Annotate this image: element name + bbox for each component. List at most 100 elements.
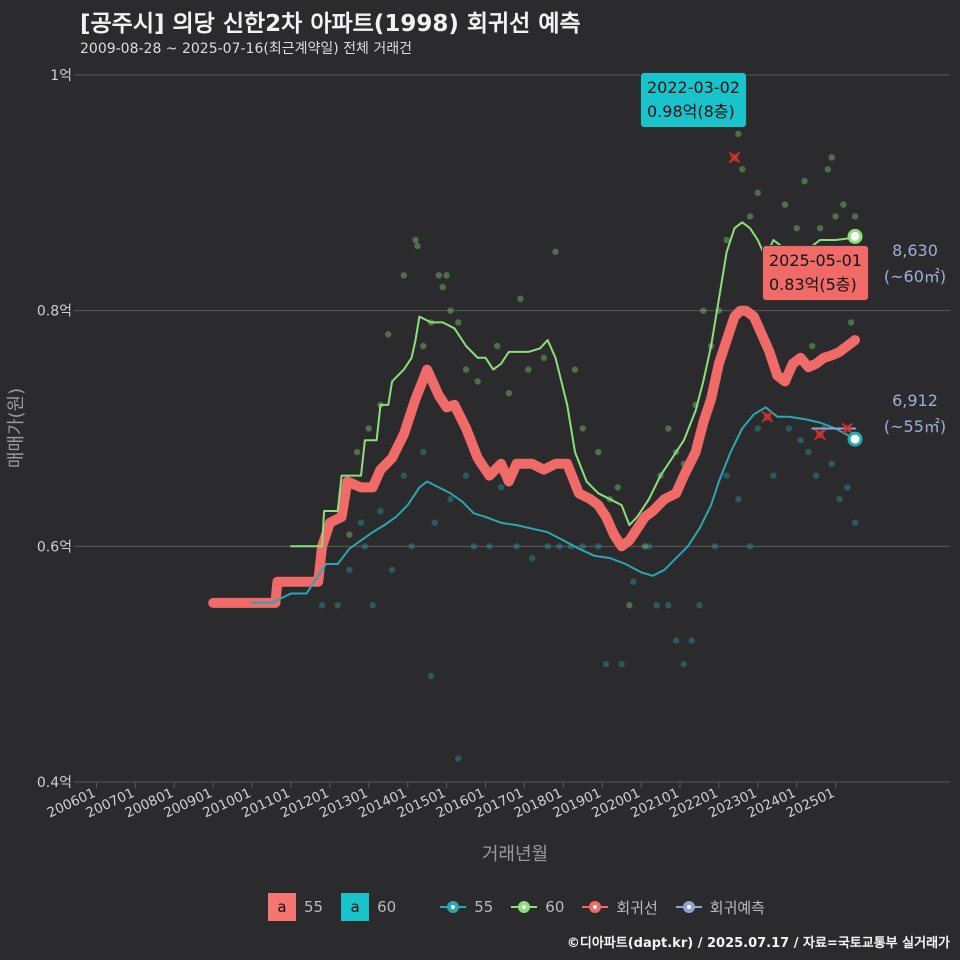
end-label-55: 6,912 (~55㎡) bbox=[882, 388, 948, 440]
scatter-point-55 bbox=[486, 543, 493, 550]
scatter-point-60 bbox=[828, 154, 835, 161]
chart-subtitle: 2009-08-28 ~ 2025-07-16(최근계약일) 전체 거래건 bbox=[80, 41, 412, 57]
cancelled-trade-x bbox=[841, 422, 853, 435]
footer-credit: ©디아파트(dapt.kr) / 2025.07.17 / 자료=국토교통부 실… bbox=[566, 936, 950, 951]
scatter-point-60 bbox=[832, 213, 839, 220]
scatter-point-55 bbox=[770, 472, 777, 479]
end-label-60-area: (~60㎡) bbox=[883, 267, 947, 286]
latest-price-date: 2025-05-01 bbox=[769, 251, 862, 270]
scatter-point-60 bbox=[571, 366, 579, 373]
scatter-point-55 bbox=[579, 543, 586, 550]
scatter-point-60 bbox=[385, 331, 392, 338]
x-axis-title: 거래년월 bbox=[482, 844, 548, 865]
scatter-point-55 bbox=[754, 425, 761, 432]
cancelled-trade-x bbox=[814, 428, 826, 441]
scatter-point-55 bbox=[711, 543, 719, 550]
series-line-55 bbox=[251, 406, 856, 604]
legend-box-55: a 55 bbox=[268, 893, 323, 921]
marker-layer bbox=[728, 151, 863, 447]
end-label-60-value: 8,630 bbox=[892, 241, 938, 260]
scatter-point-60 bbox=[746, 213, 754, 220]
chart-title: [공주시] 의당 신한2차 아파트(1998) 회귀선 예측 bbox=[80, 11, 581, 37]
end-label-55-area: (~55㎡) bbox=[883, 417, 947, 436]
scatter-point-55 bbox=[805, 448, 812, 456]
scatter-point-60 bbox=[847, 319, 855, 326]
scatter-point-60 bbox=[579, 425, 586, 432]
scatter-point-55 bbox=[513, 543, 520, 550]
scatter-point-60 bbox=[552, 248, 559, 255]
scatter-point-55 bbox=[812, 472, 820, 479]
y-tick-label: 1억 bbox=[50, 68, 72, 84]
legend-line-forecast-label: 회귀예측 bbox=[709, 898, 765, 917]
scatter-point-55 bbox=[357, 519, 365, 526]
scatter-point-55 bbox=[828, 460, 835, 468]
scatter-point-60 bbox=[816, 224, 824, 232]
scatter-point-55 bbox=[377, 507, 384, 515]
y-axis-title: 매매가(원) bbox=[6, 388, 27, 468]
scatter-point-60 bbox=[781, 201, 789, 208]
cancelled-trade-x bbox=[728, 151, 741, 164]
scatter-point-55 bbox=[388, 566, 396, 574]
end-label-60: 8,630 (~60㎡) bbox=[882, 238, 948, 290]
scatter-point-55 bbox=[400, 472, 408, 479]
legend-line-forecast: 회귀예측 bbox=[675, 897, 765, 918]
scatter-point-55 bbox=[420, 448, 427, 456]
y-tick-label: 0.8억 bbox=[37, 304, 72, 320]
scatter-point-55 bbox=[318, 602, 326, 609]
scatter-point-60 bbox=[801, 177, 808, 185]
y-tick-label: 0.4억 bbox=[37, 775, 72, 791]
legend-box-60-label: 60 bbox=[377, 898, 397, 916]
scatter-point-60 bbox=[754, 189, 761, 197]
scatter-point-55 bbox=[462, 472, 470, 479]
legend: a 55 a 60 55 60 회귀선 회귀예측 bbox=[268, 893, 783, 921]
legend-box-60: a 60 bbox=[341, 893, 396, 921]
scatter-point-55 bbox=[723, 472, 730, 479]
scatter-point-60 bbox=[455, 319, 462, 326]
scatter-point-55 bbox=[665, 602, 672, 609]
legend-box-60-glyph: a bbox=[341, 893, 370, 921]
scatter-point-60 bbox=[700, 307, 707, 314]
scatter-point-60 bbox=[505, 389, 513, 397]
scatter-point-60 bbox=[353, 448, 361, 456]
end-point-55 bbox=[847, 431, 863, 447]
scatter-point-60 bbox=[443, 272, 450, 279]
grid-layer bbox=[80, 74, 950, 783]
legend-line-55: 55 bbox=[440, 898, 493, 916]
scatter-point-55 bbox=[595, 543, 602, 550]
scatter-point-60 bbox=[739, 166, 746, 173]
scatter-point-55 bbox=[836, 496, 843, 503]
scatter-point-60 bbox=[626, 602, 633, 609]
legend-line-55-label: 55 bbox=[474, 898, 494, 916]
scatter-point-55 bbox=[797, 437, 804, 444]
scatter-point-55 bbox=[497, 484, 505, 491]
scatter-point-60 bbox=[840, 201, 847, 208]
scatter-point-60 bbox=[474, 378, 481, 385]
scatter-point-55 bbox=[544, 543, 551, 550]
scatter-point-55 bbox=[334, 602, 341, 609]
scatter-point-55 bbox=[455, 755, 462, 762]
latest-price-value: 0.83억(5층) bbox=[769, 275, 857, 294]
scatter-point-60 bbox=[420, 342, 427, 350]
legend-line-regression: 회귀선 bbox=[582, 897, 658, 918]
scatter-point-60 bbox=[435, 272, 443, 279]
scatter-point-55 bbox=[369, 602, 376, 609]
scatter-point-55 bbox=[672, 637, 680, 644]
scatter-point-60 bbox=[447, 307, 454, 314]
max-price-date: 2022-03-02 bbox=[647, 78, 740, 97]
scatter-point-60 bbox=[614, 484, 621, 491]
legend-line-regression-label: 회귀선 bbox=[616, 898, 658, 917]
scatter-point-60 bbox=[439, 283, 446, 291]
scatter-point-60 bbox=[414, 242, 421, 250]
scatter-point-55 bbox=[746, 543, 754, 550]
legend-line-60: 60 bbox=[511, 898, 564, 916]
scatter-point-55 bbox=[645, 543, 653, 550]
line-layer bbox=[208, 221, 860, 608]
scatter-point-55 bbox=[851, 519, 859, 526]
scatter-point-55 bbox=[680, 660, 688, 668]
scatter-point-55 bbox=[735, 496, 742, 503]
y-tick-label: 0.6억 bbox=[37, 539, 72, 555]
scatter-point-55 bbox=[346, 566, 353, 574]
scatter-point-60 bbox=[793, 224, 800, 232]
scatter-point-60 bbox=[641, 543, 649, 550]
scatter-point-60 bbox=[412, 236, 419, 244]
